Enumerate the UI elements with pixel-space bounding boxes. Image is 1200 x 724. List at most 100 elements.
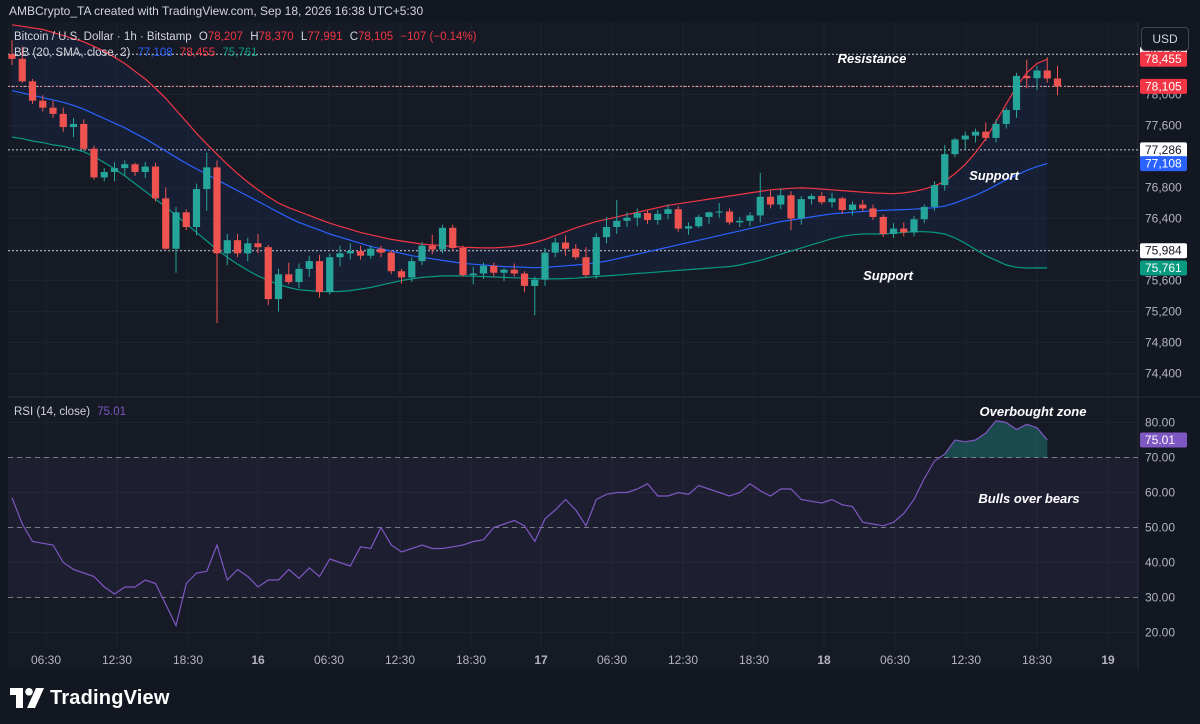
rsi-band-background [8,457,1138,598]
rsi-pane [8,420,1138,628]
candle-body [469,273,477,276]
tradingview-logo-icon [10,688,44,708]
price-tag: 77,286 [1140,142,1187,158]
candle-body [551,242,559,253]
price-tag: 75,984 [1140,243,1187,259]
tradingview-logo[interactable]: TradingView [10,686,170,710]
candlesticks [8,40,1062,324]
candle-body [941,154,949,186]
candle-body [49,107,57,114]
x-tick-label: 12:30 [951,653,981,667]
candle-body [982,131,990,138]
candle-body [367,248,375,256]
candle-body [654,213,662,221]
x-tick-label: 06:30 [597,653,627,667]
rsi-label[interactable]: RSI (14, close) [14,406,91,418]
candle-body [90,148,98,178]
candle-body [28,81,37,101]
y-tick-label: 75,600 [1145,274,1182,288]
candle-body [285,274,293,283]
annotation-support-upper: Support [969,168,1019,183]
y-tick-label: 76,800 [1145,181,1182,195]
price-tag-text: 75.01 [1145,433,1175,447]
bb-upper-value: 78,455 [179,47,216,59]
price-tag: 75,761 [1140,260,1187,276]
candle-body [80,123,88,149]
price-tag-text: 77,286 [1145,143,1182,157]
legend-high: H78,370 [250,31,294,43]
candle-body [233,240,242,254]
chart-frame[interactable] [8,22,1138,668]
symbol-name[interactable]: Bitcoin / U.S. Dollar · 1h · Bitstamp [14,31,192,43]
candle-body [971,131,980,136]
candle-body [59,113,67,128]
candle-body [346,251,354,254]
price-tag-box [1140,432,1187,448]
candle-body [705,212,713,217]
annotation-overbought: Overbought zone [980,404,1087,419]
candle-body [100,172,108,178]
candle-body [602,227,611,238]
candle-body [121,164,129,169]
candle-body [264,247,272,300]
candle-body [572,248,580,258]
candle-body [592,237,600,276]
rsi-line [11,420,1048,628]
candle-body [623,217,631,221]
candle-body [254,243,262,248]
candle-body [951,139,959,155]
candle-body [541,252,549,280]
rsi-y-tick-label: 80.00 [1145,416,1175,430]
price-legend: Bitcoin / U.S. Dollar · 1h · Bitstamp O7… [14,31,481,43]
currency-button[interactable]: USD [1141,27,1189,51]
footer [0,668,1200,724]
price-tag: 78,105 [1140,78,1187,94]
bb-legend: BB (20, SMA, close, 2) 77,108 78,455 75,… [14,47,262,59]
candle-body [377,248,385,253]
top-bar: AMBCrypto_TA created with TradingView.co… [0,0,1200,22]
candle-body [920,206,928,220]
candle-body [1053,78,1062,87]
price-tag-text: 77,108 [1145,157,1182,171]
candle-body [766,196,775,205]
candle-body [992,123,1000,138]
rsi-y-tick-label: 60.00 [1145,486,1175,500]
rsi-y-tick-label: 40.00 [1145,556,1175,570]
candle-body [151,166,160,199]
candle-body [162,198,170,249]
candle-body [520,273,529,286]
candle-body [961,135,969,140]
candle-body [787,195,795,219]
legend-open: O78,207 [198,31,244,43]
y-tick-label: 76,400 [1145,212,1182,226]
candle-body [172,212,180,249]
candle-body [1033,70,1041,79]
candle-body [1043,70,1051,79]
x-tick-label: 06:30 [31,653,61,667]
candle-body [223,240,231,254]
candle-body [561,242,570,249]
candle-body [725,211,734,223]
candle-body [807,196,816,200]
rsi-y-tick-label: 70.00 [1145,451,1175,465]
bb-label[interactable]: BB (20, SMA, close, 2) [14,47,131,59]
candle-body [295,268,303,283]
candle-body [141,166,149,172]
annotation-bulls: Bulls over bears [978,491,1079,506]
annotations: Resistance Support Support Overbought zo… [838,51,1087,506]
candle-body [828,198,836,203]
candle-body [746,215,754,221]
rsi-tag: 75.01 [1140,432,1187,448]
price-tag-text: 75,761 [1145,261,1182,275]
x-tick-label: 18:30 [173,653,203,667]
candle-body [531,279,539,286]
annotation-resistance: Resistance [838,51,907,66]
candle-body [930,185,939,207]
y-tick-label: 77,600 [1145,119,1182,133]
candle-body [408,261,416,278]
candle-body [879,216,887,234]
x-tick-label: 17 [534,653,548,667]
candle-body [633,213,641,218]
candle-body [838,198,846,210]
